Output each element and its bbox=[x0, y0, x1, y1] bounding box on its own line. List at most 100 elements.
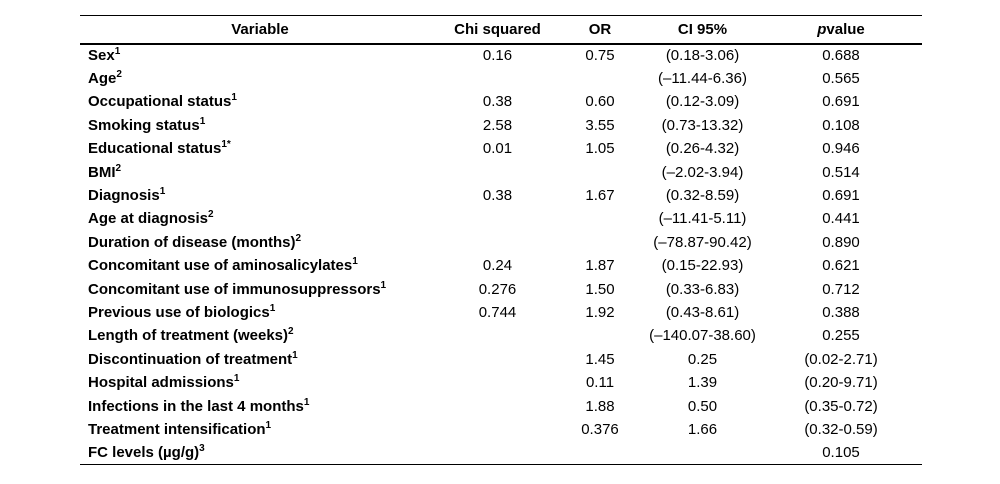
variable-name: FC levels (µg/g) bbox=[88, 444, 200, 462]
table-row: Previous use of biologics1 0.744 1.92 (0… bbox=[80, 301, 922, 324]
column-header-ci95: CI 95% bbox=[645, 15, 760, 45]
or-value: 0.376 bbox=[581, 420, 619, 438]
variable-name: Hospital admissions bbox=[88, 374, 234, 392]
table-header: Variable Chi squared OR CI 95% pvalue bbox=[80, 15, 922, 45]
variable-name: Infections in the last 4 months bbox=[88, 397, 304, 415]
chi-squared-value bbox=[440, 371, 555, 394]
p-value: 0.691 bbox=[822, 93, 860, 111]
variable-name: Length of treatment (weeks) bbox=[88, 327, 289, 345]
p-value: 0.388 bbox=[822, 303, 860, 321]
variable-name: Educational status bbox=[88, 140, 222, 158]
p-value: 0.688 bbox=[822, 47, 860, 65]
p-value: (0.20-9.71) bbox=[804, 374, 878, 392]
chi-squared-value bbox=[440, 207, 555, 230]
variable-superscript: 1 bbox=[114, 46, 121, 58]
variable-superscript: 3 bbox=[199, 443, 205, 455]
p-value: (0.35-0.72) bbox=[804, 397, 878, 415]
pvalue-rest: value bbox=[826, 20, 865, 38]
or-value: 1.45 bbox=[585, 350, 615, 368]
variable-name: BMI bbox=[88, 163, 116, 181]
chi-squared-value bbox=[440, 394, 555, 417]
ci95-value: (–11.44-6.36) bbox=[658, 70, 747, 88]
table-row: Duration of disease (months)2 (–78.87-90… bbox=[80, 231, 922, 254]
p-value: 0.105 bbox=[822, 444, 860, 462]
chi-squared-value bbox=[440, 67, 555, 90]
or-value bbox=[555, 67, 645, 90]
chi-squared-value: 0.01 bbox=[482, 140, 513, 158]
or-value: 0.60 bbox=[585, 93, 615, 111]
variable-superscript: 1 bbox=[303, 396, 310, 408]
p-value: 0.691 bbox=[822, 187, 860, 205]
ci95-value: 1.66 bbox=[687, 420, 718, 438]
table-row: Diagnosis1 0.38 1.67 (0.32-8.59) 0.691 bbox=[80, 184, 922, 207]
or-value: 1.05 bbox=[585, 140, 615, 158]
variable-superscript: 1 bbox=[199, 115, 206, 127]
chi-squared-value bbox=[440, 324, 555, 347]
table-row: Age at diagnosis2 (–11.41-5.11) 0.441 bbox=[80, 207, 922, 230]
variable-superscript: 1 bbox=[233, 373, 240, 385]
ci95-value: (0.26-4.32) bbox=[665, 140, 740, 158]
ci95-value: 0.50 bbox=[687, 397, 718, 415]
p-value: 0.565 bbox=[822, 70, 860, 88]
table-body: Sex1 0.16 0.75 (0.18-3.06) 0.688 Age2 (–… bbox=[80, 44, 922, 465]
variable-name: Concomitant use of aminosalicylates bbox=[88, 257, 353, 275]
or-value bbox=[555, 231, 645, 254]
ci95-value: 0.25 bbox=[687, 350, 718, 368]
pvalue-italic-p: p bbox=[817, 20, 827, 38]
p-value: 0.890 bbox=[822, 233, 860, 251]
chi-squared-value bbox=[440, 348, 555, 371]
p-value: 0.255 bbox=[822, 327, 860, 345]
chi-squared-value: 0.744 bbox=[478, 303, 517, 321]
table-row: Treatment intensification1 0.376 1.66 (0… bbox=[80, 418, 922, 441]
variable-name: Duration of disease (months) bbox=[88, 233, 296, 251]
table-row: Concomitant use of immunosuppressors1 0.… bbox=[80, 277, 922, 300]
ci95-value: (0.32-8.59) bbox=[665, 187, 740, 205]
ci95-value: (–140.07-38.60) bbox=[649, 327, 756, 345]
variable-name: Occupational status bbox=[88, 93, 232, 111]
variable-superscript: 1 bbox=[231, 92, 237, 104]
variable-superscript: 1 bbox=[159, 186, 166, 198]
column-header-chi-squared: Chi squared bbox=[440, 15, 555, 45]
table-row: Smoking status1 2.58 3.55 (0.73-13.32) 0… bbox=[80, 114, 922, 137]
column-header-pvalue: pvalue bbox=[760, 15, 922, 45]
p-value: 0.621 bbox=[822, 257, 860, 275]
variable-superscript: 1 bbox=[380, 279, 387, 291]
table-row: Sex1 0.16 0.75 (0.18-3.06) 0.688 bbox=[80, 44, 922, 67]
table-row: Age2 (–11.44-6.36) 0.565 bbox=[80, 67, 922, 90]
ci95-value: (0.43-8.61) bbox=[665, 303, 740, 321]
chi-squared-value: 2.58 bbox=[482, 116, 513, 134]
table-row: BMI2 (–2.02-3.94) 0.514 bbox=[80, 160, 922, 183]
variable-superscript: 1* bbox=[221, 139, 231, 151]
p-value: 0.712 bbox=[822, 280, 860, 298]
or-value bbox=[555, 160, 645, 183]
p-value: 0.946 bbox=[822, 140, 860, 158]
variable-superscript: 2 bbox=[208, 209, 214, 221]
ci95-value: (–2.02-3.94) bbox=[661, 163, 744, 181]
chi-squared-value: 0.16 bbox=[482, 47, 513, 65]
chi-squared-value: 0.38 bbox=[482, 93, 513, 111]
variable-name: Sex bbox=[88, 47, 115, 65]
p-value: (0.02-2.71) bbox=[804, 350, 878, 368]
ci95-value: (0.18-3.06) bbox=[665, 47, 740, 65]
or-value: 1.67 bbox=[585, 187, 615, 205]
or-value: 1.88 bbox=[585, 397, 615, 415]
variable-name: Previous use of biologics bbox=[88, 303, 270, 321]
variable-superscript: 2 bbox=[115, 162, 122, 174]
ci95-value: (0.33-6.83) bbox=[665, 280, 740, 298]
chi-squared-value bbox=[440, 418, 555, 441]
variable-name: Age at diagnosis bbox=[88, 210, 209, 228]
variable-name: Concomitant use of immunosuppressors bbox=[88, 280, 381, 298]
variable-superscript: 1 bbox=[352, 256, 358, 268]
p-value: 0.514 bbox=[822, 163, 860, 181]
table-row: Infections in the last 4 months1 1.88 0.… bbox=[80, 394, 922, 417]
or-value: 3.55 bbox=[585, 116, 615, 134]
ci95-value: (–78.87-90.42) bbox=[653, 233, 752, 251]
or-value bbox=[555, 441, 645, 464]
variable-superscript: 2 bbox=[295, 232, 302, 244]
variable-superscript: 1 bbox=[269, 302, 276, 314]
ci95-value: (0.12-3.09) bbox=[665, 93, 740, 111]
column-header-or: OR bbox=[555, 15, 645, 45]
ci95-value bbox=[645, 441, 760, 464]
table-row: FC levels (µg/g)3 0.105 bbox=[80, 441, 922, 464]
